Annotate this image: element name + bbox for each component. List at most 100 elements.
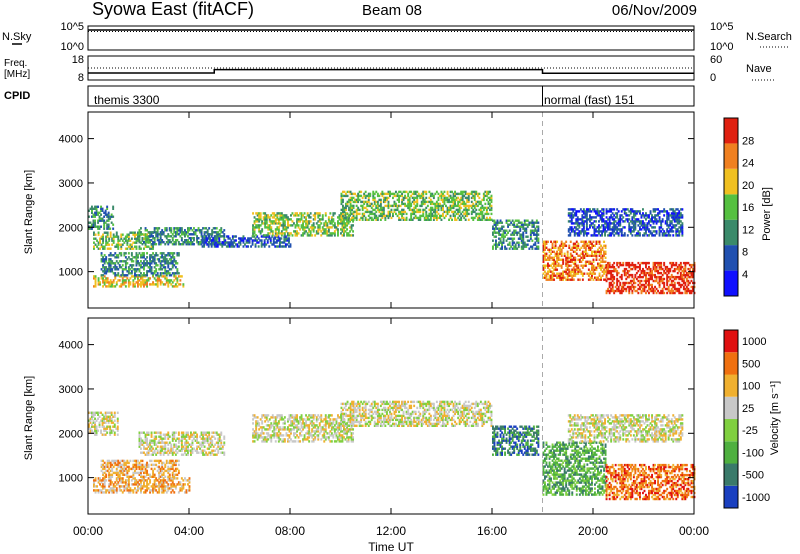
data-cell [273, 222, 276, 225]
noise-top-tick-right: 10^5 [710, 21, 734, 33]
data-cell [152, 247, 155, 250]
data-cell [106, 247, 109, 250]
data-cell [608, 218, 611, 221]
data-cell [141, 274, 144, 277]
data-cell [120, 247, 123, 250]
data-cell [146, 274, 149, 277]
data-cell [672, 261, 675, 265]
data-cell [484, 218, 487, 221]
data-cell [575, 228, 578, 231]
data-cell [513, 229, 516, 232]
data-cell [373, 208, 376, 212]
data-cell [478, 212, 481, 216]
data-cell [107, 213, 110, 216]
data-cell [156, 227, 159, 230]
data-cell [584, 262, 587, 265]
data-cell [553, 240, 556, 243]
data-cell [89, 419, 92, 422]
data-cell [141, 281, 144, 284]
data-cell [670, 220, 673, 223]
data-cell [398, 200, 401, 204]
data-cell [138, 245, 141, 248]
data-cell [589, 272, 592, 275]
data-cell [254, 237, 257, 240]
data-cell [103, 425, 106, 428]
data-cell [206, 239, 209, 242]
data-cell [165, 258, 168, 261]
data-cell [567, 220, 570, 223]
data-cell [572, 246, 575, 249]
data-cell [140, 483, 142, 486]
data-cell [171, 272, 174, 275]
data-cell [296, 220, 299, 223]
data-cell [401, 192, 404, 196]
data-cell [96, 485, 99, 488]
data-cell [170, 231, 173, 234]
data-cell [559, 274, 562, 277]
data-cell [135, 254, 138, 257]
data-cell [600, 276, 603, 279]
colorbar-swatch [724, 270, 738, 297]
data-cell [596, 230, 599, 233]
data-cell [587, 260, 590, 263]
data-cell [678, 212, 681, 215]
data-cell [123, 459, 126, 463]
data-cell [177, 227, 180, 230]
data-cell [611, 218, 614, 221]
data-cell [605, 265, 608, 269]
data-cell [396, 214, 399, 218]
data-cell [369, 204, 372, 208]
data-cell [218, 241, 221, 244]
data-cell [542, 264, 545, 267]
data-cell [346, 212, 349, 216]
data-cell [501, 225, 504, 228]
data-cell [431, 194, 434, 198]
data-cell [576, 232, 579, 235]
data-cell [511, 219, 514, 222]
data-cell [492, 231, 494, 234]
data-cell [135, 268, 138, 271]
data-cell [554, 264, 557, 267]
data-cell [679, 265, 682, 269]
data-cell [666, 216, 669, 219]
data-cell [162, 491, 165, 494]
data-cell [587, 228, 590, 231]
data-cell [446, 212, 449, 216]
data-cell [120, 283, 123, 286]
data-cell [113, 433, 116, 436]
data-cell [590, 222, 593, 225]
data-cell [225, 235, 228, 238]
data-cell [347, 232, 350, 235]
data-cell [103, 262, 106, 265]
data-cell [121, 260, 124, 263]
data-cell [646, 214, 649, 217]
data-cell [149, 260, 152, 263]
data-cell [613, 277, 616, 281]
data-cell [164, 243, 167, 246]
data-cell [428, 196, 431, 200]
data-cell [259, 232, 262, 235]
data-cell [138, 483, 141, 486]
data-cell [577, 242, 580, 245]
data-cell [499, 221, 502, 224]
data-cell [513, 233, 516, 236]
data-cell [620, 230, 623, 233]
data-cell [214, 231, 217, 234]
data-cell [622, 220, 625, 223]
data-cell [651, 226, 654, 229]
data-cell [464, 214, 467, 218]
data-cell [547, 240, 549, 243]
data-cell [354, 210, 357, 214]
data-cell [349, 234, 352, 237]
data-cell [498, 227, 501, 230]
data-cell [419, 208, 422, 212]
data-cell [581, 210, 584, 213]
data-cell [230, 243, 233, 246]
data-cell [204, 241, 207, 244]
data-cell [522, 245, 525, 248]
data-cell [490, 218, 493, 221]
data-cell [537, 245, 540, 248]
data-cell [639, 222, 641, 225]
data-cell [333, 232, 336, 235]
data-cell [116, 419, 119, 422]
